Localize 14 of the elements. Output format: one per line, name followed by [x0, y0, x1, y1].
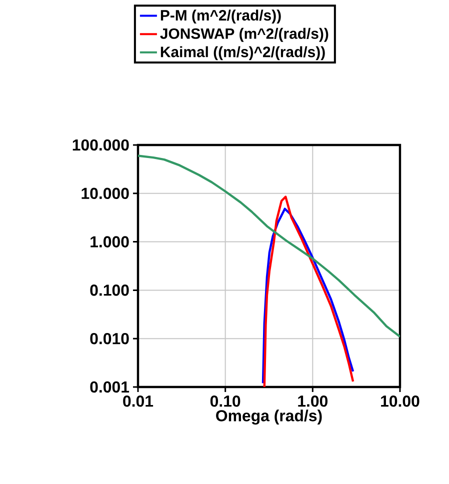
x-tick-label: 0.10: [210, 396, 240, 407]
x-tick-label: 10.00: [381, 396, 420, 407]
legend-label: JONSWAP (m^2/(rad/s)): [160, 28, 328, 42]
y-tick-label: 0.100: [90, 284, 129, 296]
y-tick-label: 1.000: [90, 236, 129, 248]
x-axis-title: Omega (rad/s): [216, 410, 322, 425]
x-tick-label: 0.01: [123, 396, 154, 407]
x-tick-label: 1.00: [298, 396, 328, 407]
y-tick-label: 0.010: [90, 332, 129, 344]
y-tick-label: 100.000: [72, 139, 129, 151]
y-tick-label: 0.001: [90, 381, 130, 393]
y-tick-label: 10.000: [82, 188, 129, 200]
legend-label: P-M (m^2/(rad/s)): [160, 10, 281, 24]
legend-label: Kaimal ((m/s)^2/(rad/s)): [160, 46, 325, 60]
